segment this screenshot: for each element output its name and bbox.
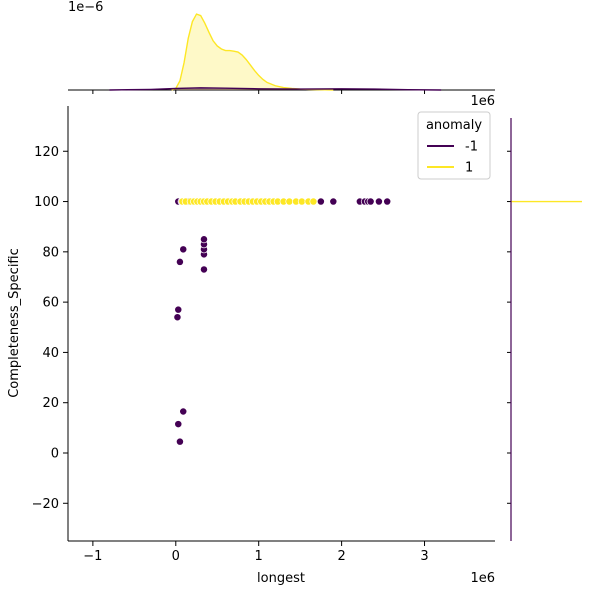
marginal-x-offset-text: 1e−6 xyxy=(68,0,103,15)
x-tick-label: 0 xyxy=(172,549,180,564)
marginal-x-fill xyxy=(171,14,334,90)
legend-title: anomaly xyxy=(426,118,482,133)
scatter-point xyxy=(174,420,183,429)
scatter-point xyxy=(179,407,188,416)
axis-labels: longest Completeness_Specific 1e6 1e6 1e… xyxy=(7,0,495,586)
main-axes: −1 0 1 2 3 −20 0 20 40 60 80 100 120 xyxy=(32,106,495,564)
marginal-y-density xyxy=(507,118,582,541)
scatter-point xyxy=(297,197,306,206)
y-tick-label: 0 xyxy=(51,446,59,461)
x-tick-label: 1 xyxy=(255,549,263,564)
x-axis-label: longest xyxy=(257,571,305,586)
y-axis-label: Completeness_Specific xyxy=(7,248,22,398)
scatter-point xyxy=(329,197,338,206)
scatter-point xyxy=(285,197,294,206)
y-tick-label: 40 xyxy=(42,346,59,361)
x-tick-label: 3 xyxy=(420,549,428,564)
marginal-x-density xyxy=(68,13,495,94)
scatter-point xyxy=(316,197,325,206)
y-tick-label: −20 xyxy=(32,497,59,512)
main-top-offset-text: 1e6 xyxy=(470,94,495,109)
scatter-point xyxy=(173,313,182,322)
scatter-point xyxy=(200,265,208,274)
scatter-point xyxy=(374,197,383,206)
scatter-point xyxy=(383,197,392,206)
legend: anomaly -1 1 xyxy=(417,111,491,180)
scatter-point xyxy=(175,257,184,266)
marginal-x-curve xyxy=(109,87,442,91)
y-tick-label: 100 xyxy=(34,195,59,210)
scatter-point xyxy=(174,305,183,314)
scatter-point xyxy=(175,437,184,446)
scatter-point xyxy=(366,197,375,206)
y-tick-label: 60 xyxy=(42,296,59,311)
y-tick-label: 80 xyxy=(42,245,59,260)
y-tick-label: 120 xyxy=(34,145,59,160)
scatter-points xyxy=(173,197,392,446)
x-tick-label: −1 xyxy=(83,549,102,564)
x-tick-label: 2 xyxy=(337,549,345,564)
y-tick-label: 20 xyxy=(42,396,59,411)
x-offset-text: 1e6 xyxy=(470,571,495,586)
legend-label: 1 xyxy=(465,161,473,176)
scatter-point xyxy=(179,245,188,254)
scatter-point xyxy=(200,235,208,244)
scatter-point xyxy=(309,197,318,206)
legend-label: -1 xyxy=(465,140,478,155)
